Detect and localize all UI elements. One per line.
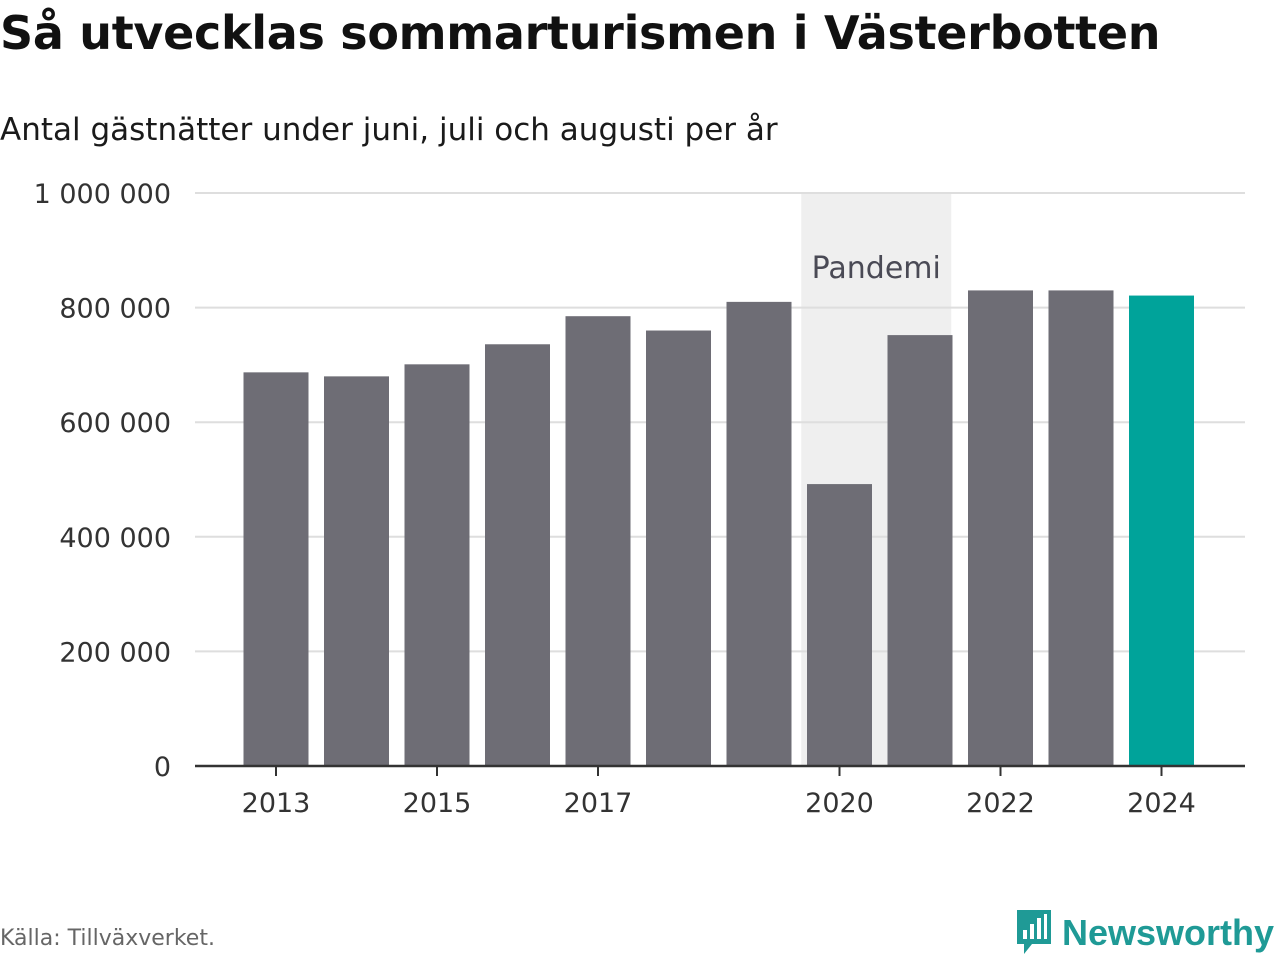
x-tick-label: 2020 <box>805 788 874 819</box>
bar-2021 <box>887 335 953 766</box>
y-tick-label: 1 000 000 <box>34 179 171 210</box>
y-tick-label: 400 000 <box>59 523 171 554</box>
bar-2014 <box>324 376 389 766</box>
brand-name: Newsworthy <box>1061 912 1274 953</box>
bar-2024 <box>1129 295 1194 766</box>
bar-2017 <box>565 316 631 766</box>
bar-2013 <box>243 372 309 766</box>
bar-2020 <box>807 484 872 766</box>
bar-2023 <box>1048 290 1114 766</box>
bar-2022 <box>968 290 1033 766</box>
source-note: Källa: Tillväxverket. <box>0 926 215 951</box>
y-tick-label: 800 000 <box>59 294 171 325</box>
pandemic-label: Pandemi <box>812 251 941 286</box>
y-tick-label: 600 000 <box>59 408 171 439</box>
y-tick-label: 0 <box>154 752 171 783</box>
x-tick-label: 2024 <box>1127 788 1196 819</box>
x-tick-label: 2022 <box>966 788 1035 819</box>
x-tick-label: 2017 <box>564 788 633 819</box>
bar-2019 <box>726 301 792 766</box>
chart-title: Så utvecklas sommarturismen i Västerbott… <box>0 6 1161 60</box>
brand-logo: Newsworthy <box>1014 908 1274 958</box>
bar-2016 <box>485 344 550 766</box>
x-tick-label: 2013 <box>242 788 311 819</box>
chart-subtitle: Antal gästnätter under juni, juli och au… <box>0 112 778 148</box>
bar-2015 <box>404 364 470 766</box>
bar-chart: Pandemi 0 200 000 400 000 600 000 800 000 1 0… <box>34 179 1245 819</box>
bar-2018 <box>646 330 711 766</box>
x-tick-label: 2015 <box>403 788 472 819</box>
y-tick-label: 200 000 <box>59 637 171 668</box>
bar-chart-logo-icon <box>1016 910 1051 954</box>
